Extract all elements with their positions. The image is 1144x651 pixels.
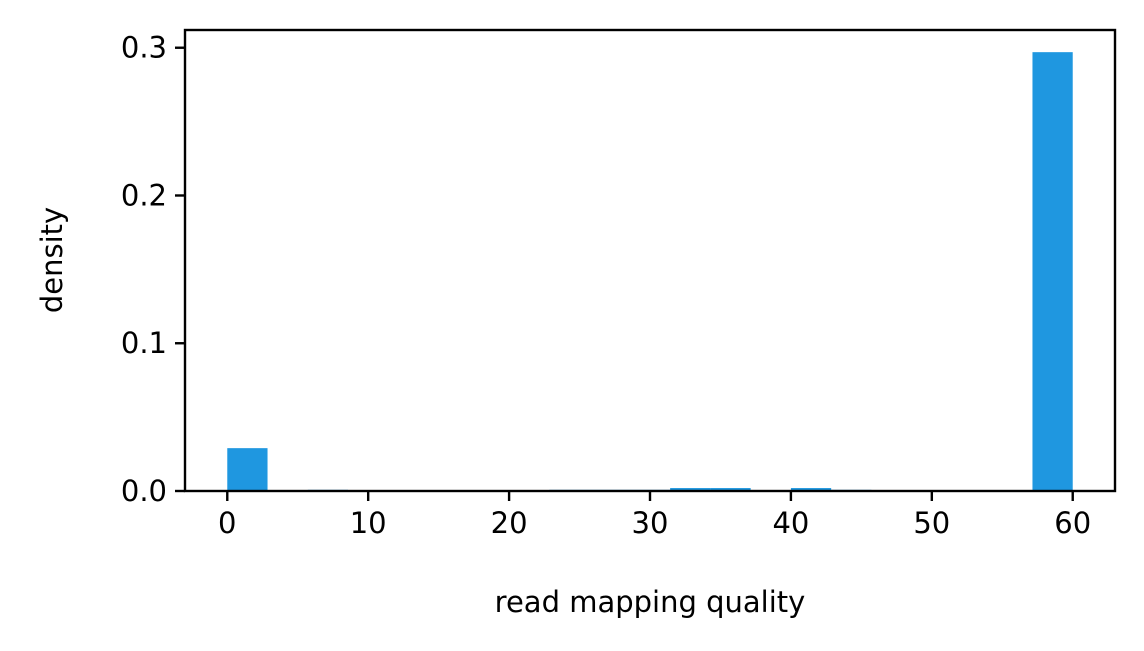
histogram-bar-11 [670, 488, 711, 491]
y-axis: 0.0 0.1 0.2 0.3 [121, 31, 185, 508]
histogram-bar-20 [1032, 52, 1073, 492]
histogram-bar-14 [790, 488, 832, 491]
x-axis-label: read mapping quality [495, 585, 806, 619]
x-tick-label: 30 [632, 506, 669, 540]
x-tick-label: 60 [1054, 506, 1091, 540]
y-axis-label: density [35, 207, 69, 313]
x-tick-label: 40 [772, 506, 809, 540]
histogram-bar-12 [710, 488, 751, 491]
y-tick-label: 0.0 [121, 474, 167, 508]
x-tick-label: 20 [491, 506, 528, 540]
y-tick-label: 0.3 [121, 31, 167, 65]
bars-group [227, 52, 1073, 492]
x-axis: 0 10 20 30 40 50 60 [218, 491, 1091, 540]
y-tick-label: 0.1 [121, 326, 167, 360]
x-tick-label: 0 [218, 506, 236, 540]
x-tick-label: 10 [350, 506, 387, 540]
histogram-bar-0 [227, 448, 268, 491]
x-tick-label: 50 [913, 506, 950, 540]
y-tick-label: 0.2 [121, 178, 167, 212]
